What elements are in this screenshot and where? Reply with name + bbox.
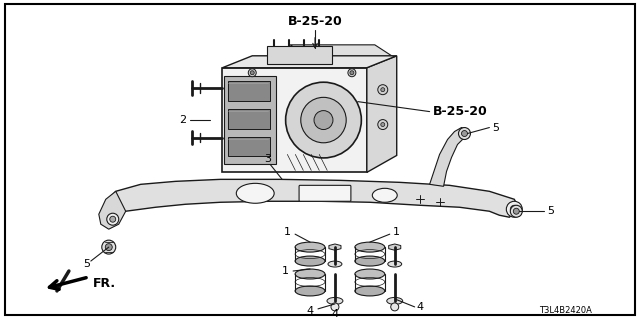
Polygon shape — [429, 128, 467, 186]
Bar — [228, 137, 270, 156]
Ellipse shape — [372, 188, 397, 202]
Polygon shape — [329, 244, 341, 250]
Circle shape — [378, 85, 388, 95]
Text: FR.: FR. — [93, 277, 116, 291]
Circle shape — [378, 120, 388, 130]
Ellipse shape — [295, 256, 325, 266]
Text: B-25-20: B-25-20 — [287, 15, 342, 28]
Ellipse shape — [388, 261, 402, 267]
Circle shape — [391, 303, 399, 311]
Ellipse shape — [355, 256, 385, 266]
Ellipse shape — [355, 286, 385, 296]
Text: 5: 5 — [83, 259, 90, 269]
Ellipse shape — [355, 242, 385, 252]
Text: 5: 5 — [492, 123, 499, 132]
Ellipse shape — [295, 269, 325, 279]
Polygon shape — [388, 244, 401, 250]
Ellipse shape — [236, 183, 274, 203]
Polygon shape — [222, 56, 397, 68]
Circle shape — [510, 205, 522, 217]
Text: T3L4B2420A: T3L4B2420A — [540, 306, 592, 316]
Bar — [222, 68, 367, 172]
Ellipse shape — [328, 261, 342, 267]
Text: 1: 1 — [284, 227, 291, 237]
Bar — [267, 46, 332, 64]
Ellipse shape — [355, 269, 385, 279]
Text: 5: 5 — [547, 206, 554, 216]
Circle shape — [314, 111, 333, 130]
Circle shape — [102, 240, 116, 254]
Ellipse shape — [295, 242, 325, 252]
Circle shape — [248, 69, 256, 77]
Text: 2: 2 — [179, 115, 186, 124]
Circle shape — [109, 216, 116, 222]
Text: 3: 3 — [265, 155, 272, 164]
Circle shape — [350, 71, 354, 75]
Ellipse shape — [295, 286, 325, 296]
Circle shape — [381, 123, 385, 126]
Circle shape — [458, 128, 470, 140]
Circle shape — [513, 208, 519, 214]
Polygon shape — [290, 45, 395, 58]
Circle shape — [381, 88, 385, 92]
Text: 4: 4 — [417, 302, 424, 312]
Ellipse shape — [387, 297, 403, 304]
Circle shape — [348, 69, 356, 77]
Polygon shape — [99, 191, 125, 229]
Text: 1: 1 — [282, 266, 289, 276]
FancyBboxPatch shape — [299, 185, 351, 201]
Circle shape — [461, 131, 467, 137]
Circle shape — [105, 244, 112, 251]
Circle shape — [250, 71, 254, 75]
Ellipse shape — [327, 297, 343, 304]
Bar — [228, 81, 270, 100]
Circle shape — [285, 82, 362, 158]
Text: 4: 4 — [307, 306, 314, 316]
Text: 4: 4 — [332, 309, 339, 319]
Bar — [228, 108, 270, 129]
Circle shape — [506, 201, 522, 217]
Circle shape — [107, 213, 119, 225]
Circle shape — [510, 205, 518, 213]
Bar — [225, 76, 276, 164]
Text: 1: 1 — [393, 227, 400, 237]
Polygon shape — [106, 179, 519, 217]
Circle shape — [301, 97, 346, 143]
Circle shape — [331, 303, 339, 311]
Polygon shape — [367, 56, 397, 172]
Text: B-25-20: B-25-20 — [433, 105, 487, 118]
